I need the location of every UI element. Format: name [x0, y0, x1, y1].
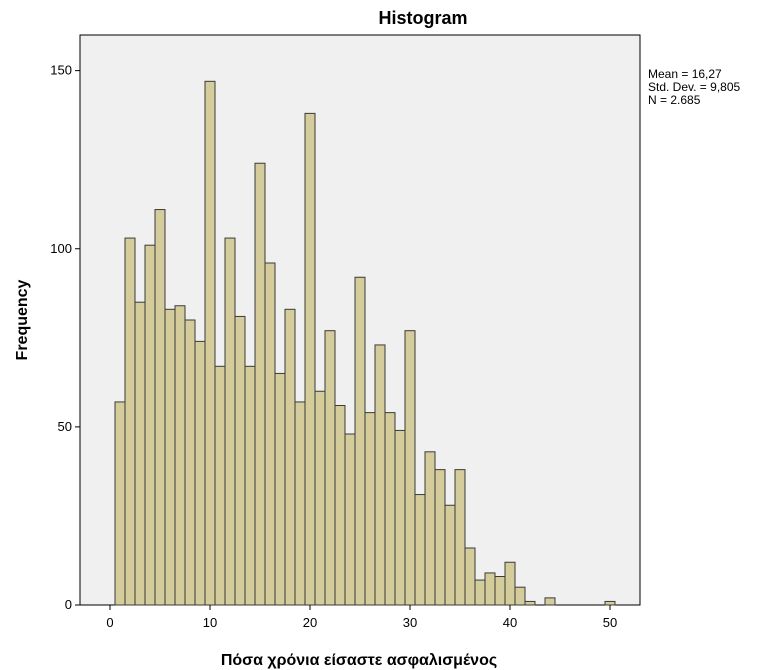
histogram-bar — [604, 600, 616, 606]
histogram-bar — [384, 412, 396, 606]
histogram-bar — [224, 237, 236, 606]
histogram-bar — [414, 494, 426, 606]
histogram-bar — [324, 330, 336, 606]
stat-mean: Mean = 16,27 — [648, 67, 722, 81]
histogram-bar — [344, 433, 356, 606]
histogram-bar — [294, 401, 306, 606]
histogram-bar — [364, 412, 376, 606]
stats-box: Mean = 16,27 Std. Dev. = 9,805 N = 2.685 — [648, 68, 740, 107]
x-tick-label: 40 — [503, 615, 517, 630]
x-tick-label: 50 — [603, 615, 617, 630]
histogram-bar — [394, 429, 406, 606]
histogram-bar — [184, 319, 196, 606]
histogram-bar — [264, 262, 276, 606]
histogram-bar — [314, 390, 326, 606]
histogram-bar — [254, 162, 266, 606]
histogram-bar — [164, 308, 176, 606]
stat-n: N = 2.685 — [648, 93, 701, 107]
histogram-bar — [514, 586, 526, 606]
y-axis-label: Frequency — [14, 279, 31, 360]
histogram-bar — [524, 600, 536, 606]
x-tick-label: 20 — [303, 615, 317, 630]
stat-std-dev: Std. Dev. = 9,805 — [648, 80, 741, 94]
histogram-bar — [214, 365, 226, 606]
histogram-bar — [504, 561, 516, 606]
histogram-bar — [494, 576, 506, 606]
histogram-bar — [204, 80, 216, 606]
x-tick-label: 10 — [203, 615, 217, 630]
histogram-bar — [194, 340, 206, 606]
histogram-bar — [434, 469, 446, 606]
histogram-bar — [354, 276, 366, 606]
x-axis-label: Πόσα χρόνια είσαστε ασφαλισμένος — [221, 652, 497, 669]
y-tick-label: 50 — [58, 419, 72, 434]
histogram-bar — [464, 547, 476, 606]
histogram-bar — [484, 572, 496, 606]
histogram-bar — [174, 305, 186, 606]
histogram-bar — [474, 579, 486, 606]
x-tick-label: 0 — [106, 615, 113, 630]
histogram-bar — [244, 365, 256, 606]
chart-title: Histogram — [378, 8, 467, 28]
x-tick-label: 30 — [403, 615, 417, 630]
y-axis: 0 50 100 150 — [50, 63, 80, 612]
histogram-bar — [234, 315, 246, 606]
y-tick-label: 0 — [65, 597, 72, 612]
histogram-bar — [154, 209, 166, 606]
bars-group — [114, 80, 616, 606]
histogram-bar — [274, 372, 286, 606]
y-tick-label: 150 — [50, 63, 72, 78]
histogram-bar — [404, 330, 416, 606]
histogram-bar — [334, 405, 346, 606]
histogram-bar — [374, 344, 386, 606]
x-axis: 0 10 20 30 40 50 — [106, 605, 617, 630]
histogram-bar — [424, 451, 436, 606]
histogram-bar — [304, 112, 316, 606]
histogram-bar — [144, 244, 156, 606]
y-tick-label: 100 — [50, 241, 72, 256]
histogram-bar — [114, 401, 126, 606]
histogram-bar — [284, 308, 296, 606]
histogram-bar — [124, 237, 136, 606]
histogram-bar — [134, 301, 146, 606]
histogram-bar — [544, 597, 556, 606]
histogram-bar — [454, 469, 466, 606]
histogram-bar — [444, 504, 456, 606]
